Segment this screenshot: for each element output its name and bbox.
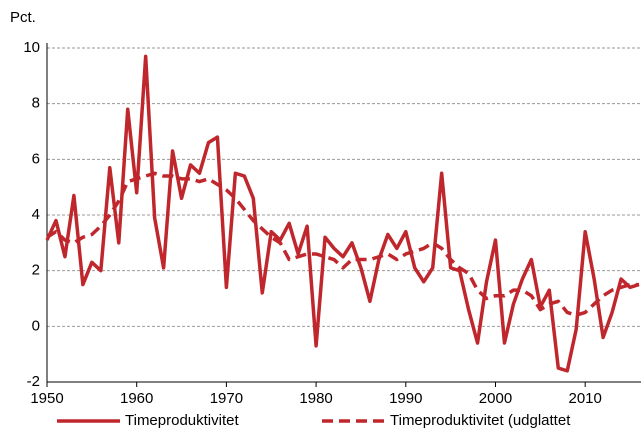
- y-tick-label: -2: [27, 373, 40, 390]
- x-tick-label: 2010: [568, 390, 601, 407]
- x-tick-label: 2000: [479, 390, 512, 407]
- x-tick-label: 1990: [389, 390, 422, 407]
- x-tick-label: 1950: [30, 390, 63, 407]
- legend-label: Timeproduktivitet (udglattet: [390, 412, 571, 429]
- y-tick-label: 10: [23, 39, 40, 56]
- series-line: [46, 171, 639, 317]
- x-tick-label: 1980: [299, 390, 332, 407]
- legend-label: Timeproduktivitet: [125, 412, 239, 429]
- x-tick-label: 1970: [210, 390, 243, 407]
- y-axis-label: Pct.: [10, 9, 36, 26]
- y-tick-label: 2: [32, 262, 40, 279]
- y-tick-label: 4: [32, 206, 40, 223]
- y-tick-label: 0: [32, 317, 40, 334]
- y-tick-label: 6: [32, 150, 40, 167]
- y-tick-label: 8: [32, 95, 40, 112]
- x-tick-label: 1960: [120, 390, 153, 407]
